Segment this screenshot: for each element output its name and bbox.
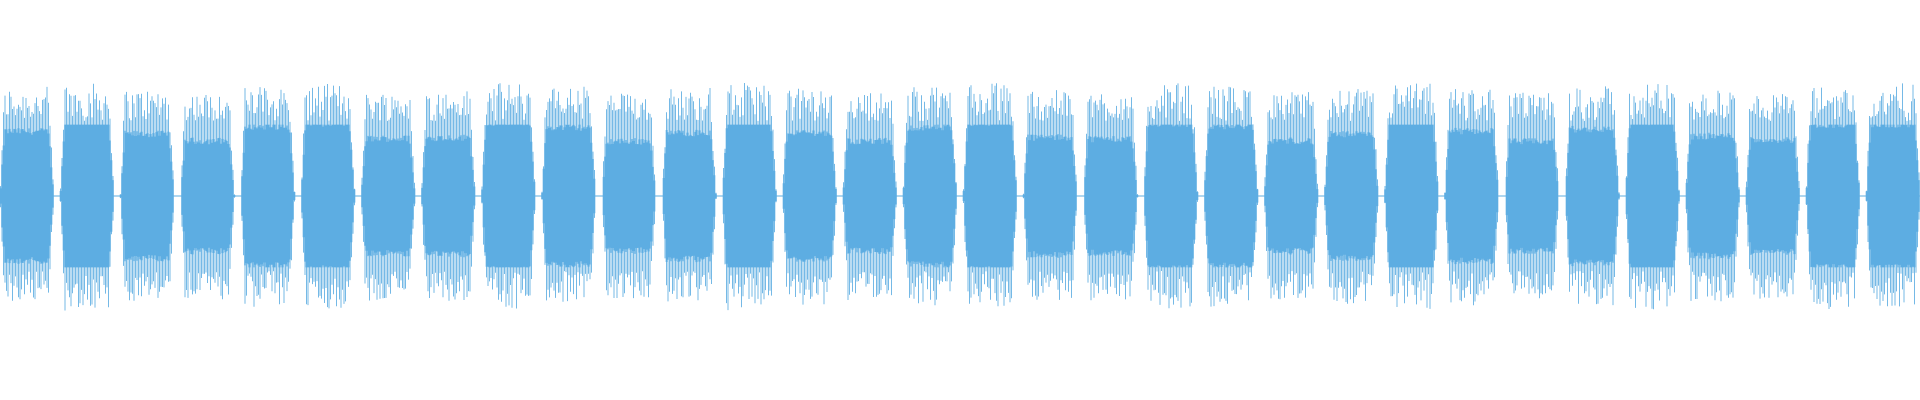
waveform	[0, 83, 1920, 311]
page: (() => { JSON.parse(document.getElementB…	[0, 83, 1920, 311]
